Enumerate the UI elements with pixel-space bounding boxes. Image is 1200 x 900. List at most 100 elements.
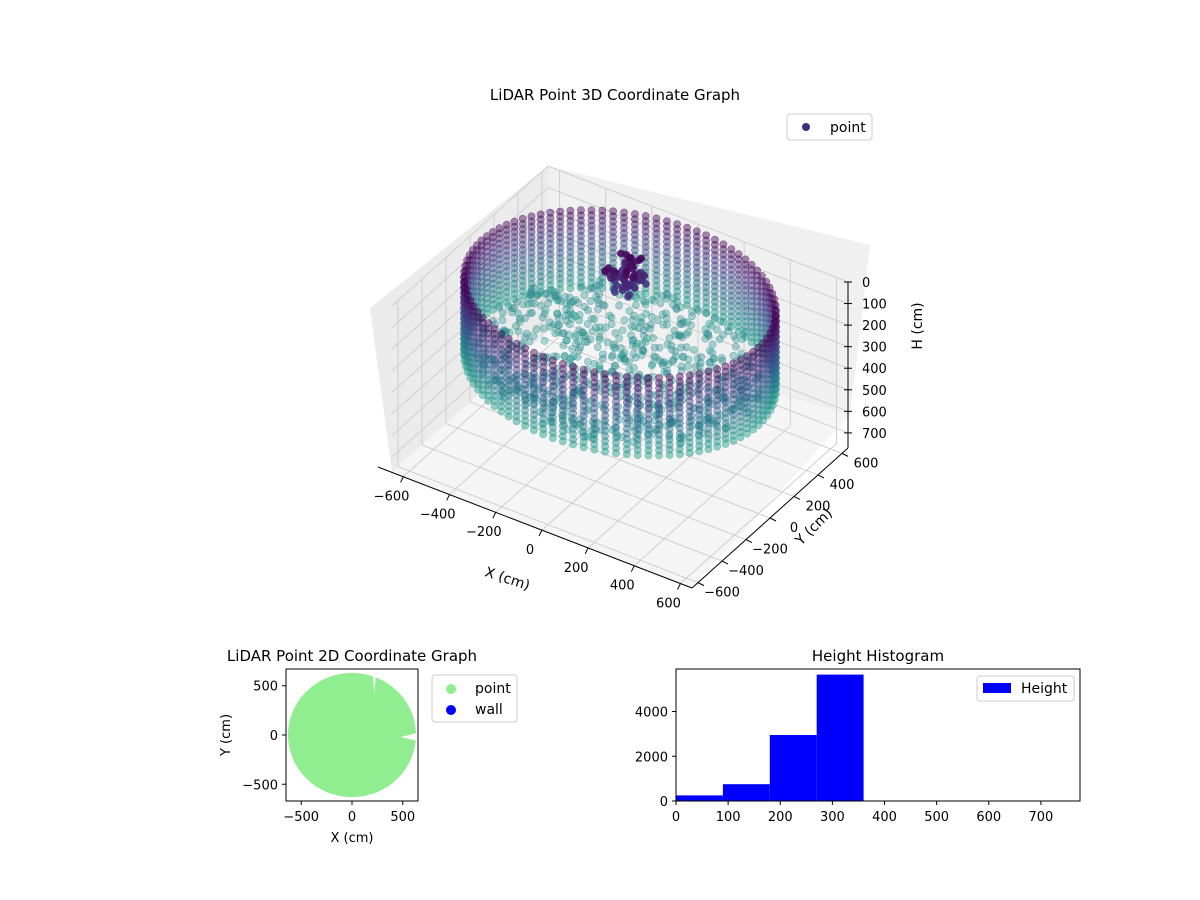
point-3d xyxy=(532,292,541,301)
hist-y-tick-label: 2000 xyxy=(635,750,668,765)
point-3d xyxy=(613,383,621,392)
point-3d xyxy=(678,320,686,328)
point-3d xyxy=(525,337,534,346)
y-tick-mark-3d xyxy=(769,517,777,522)
point-3d xyxy=(655,451,663,460)
point-3d xyxy=(561,351,569,360)
point-3d xyxy=(643,334,651,343)
point-3d xyxy=(526,309,534,318)
point-3d xyxy=(615,334,624,343)
point-3d xyxy=(632,301,640,309)
point-3d xyxy=(704,445,713,454)
z-tick-label-3d: 300 xyxy=(862,341,887,356)
grid-line-y xyxy=(421,279,723,562)
point-3d xyxy=(625,416,634,425)
point-3d xyxy=(647,320,655,329)
x-tick-label-2d: 500 xyxy=(390,810,415,825)
y-axis-label-2d: Y (cm) xyxy=(219,714,234,757)
point-3d xyxy=(658,291,667,300)
point-3d xyxy=(738,335,747,343)
point-3d xyxy=(705,358,714,367)
point-3d xyxy=(507,304,516,312)
point-3d xyxy=(676,320,685,328)
point-3d xyxy=(579,443,588,452)
point-3d xyxy=(625,365,634,374)
point-3d xyxy=(586,297,595,305)
scatter-2d-points xyxy=(288,672,416,798)
point-3d xyxy=(628,336,637,345)
point-3d xyxy=(576,343,585,352)
point-3d xyxy=(658,310,667,319)
point-3d xyxy=(628,315,637,324)
point-3d xyxy=(539,324,548,333)
point-3d xyxy=(629,363,638,372)
x-tick-mark-3d xyxy=(630,565,635,572)
legend-histogram-frame xyxy=(976,675,1075,702)
point-3d xyxy=(628,340,637,349)
point-3d xyxy=(636,317,644,326)
point-3d xyxy=(685,448,694,457)
point-3d xyxy=(532,325,541,333)
point-3d xyxy=(677,362,686,371)
scatter-2d xyxy=(288,669,417,798)
point-3d xyxy=(607,320,616,328)
hist-x-tick-label: 300 xyxy=(820,810,845,825)
pane-back xyxy=(548,166,870,415)
point-3d xyxy=(550,288,559,297)
point-3d xyxy=(551,292,560,301)
point-3d xyxy=(616,392,625,400)
y-tick-mark-3d xyxy=(841,452,849,457)
point-3d xyxy=(590,315,599,323)
z-ticks-3d: 0 100 200 300 400 500 600 700 xyxy=(844,276,887,442)
point-3d xyxy=(584,404,593,413)
point-3d xyxy=(565,293,574,302)
point-3d xyxy=(608,351,617,360)
point-3d xyxy=(678,352,687,361)
histogram-bar xyxy=(676,795,723,801)
point-3d xyxy=(634,324,643,332)
points-3d xyxy=(459,206,780,460)
grid-line-x xyxy=(680,277,837,584)
point-3d xyxy=(687,321,696,329)
point-3d xyxy=(684,362,692,371)
point-3d xyxy=(743,429,751,438)
point-3d xyxy=(508,308,517,317)
x-tick-mark-3d xyxy=(677,583,681,590)
point-3d xyxy=(526,290,535,299)
point-3d xyxy=(630,322,639,331)
point-3d xyxy=(488,305,497,314)
point-3d xyxy=(539,430,548,439)
z-tick-label-3d: 600 xyxy=(862,405,887,420)
histogram-bars xyxy=(676,674,864,801)
point-3d xyxy=(575,311,584,319)
histogram-bar xyxy=(722,784,770,801)
point-3d xyxy=(577,282,586,291)
point-3d xyxy=(498,316,507,325)
point-3d xyxy=(682,343,691,352)
z-tick-label-3d: 400 xyxy=(862,362,887,377)
point-3d xyxy=(629,335,638,344)
histogram-title: Height Histogram xyxy=(812,647,944,665)
point-3d xyxy=(702,309,711,318)
y-tick-mark-3d xyxy=(697,582,705,587)
point-3d xyxy=(574,298,583,307)
z-tick-label-3d: 0 xyxy=(862,276,870,291)
grid-line-z xyxy=(391,165,849,307)
grid-line-z xyxy=(391,273,849,415)
hist-x-tick-label: 600 xyxy=(976,810,1001,825)
point-3d xyxy=(724,327,733,336)
point-3d xyxy=(639,346,648,354)
point-3d xyxy=(484,396,493,405)
chart-2d-title: LiDAR Point 2D Coordinate Graph xyxy=(227,647,477,665)
hist-x-tick-label: 200 xyxy=(768,810,793,825)
histogram-bar xyxy=(769,735,817,801)
point-3d xyxy=(655,343,664,352)
point-3d xyxy=(653,316,662,325)
point-3d xyxy=(689,369,698,378)
point-3d xyxy=(569,440,577,449)
point-3d xyxy=(530,426,538,435)
point-3d xyxy=(559,437,567,446)
point-3d xyxy=(713,325,721,334)
y-tick-label-3d: −200 xyxy=(752,543,788,558)
point-3d xyxy=(502,298,511,307)
